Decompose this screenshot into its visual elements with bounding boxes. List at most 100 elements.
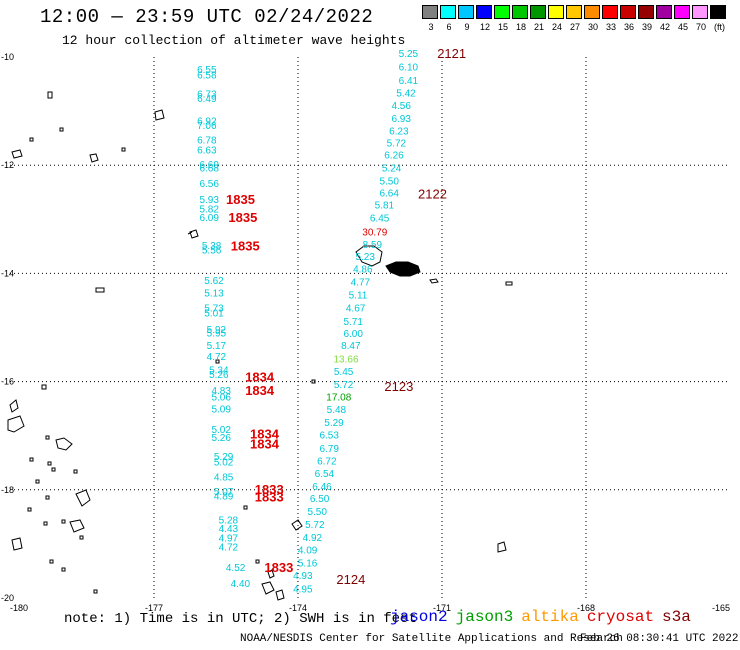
island-small-outline (47, 91, 53, 99)
island-savaii-outline (355, 245, 383, 267)
wave-height-label: 6.63 (197, 145, 217, 156)
island-lau5-outline (69, 519, 85, 533)
island-small2-outline (154, 109, 165, 121)
wave-height-label: 5.29 (214, 452, 234, 463)
wave-height-label: 4.56 (391, 101, 411, 112)
wave-height-label: 6.49 (197, 94, 217, 105)
islet-outline (51, 467, 56, 472)
wave-height-label: 5.09 (211, 404, 231, 415)
legend-swatch (422, 5, 438, 19)
island-lau1-outline (9, 399, 19, 413)
pass-time-label: 2124 (336, 572, 365, 587)
wave-height-label: 4.43 (219, 524, 239, 535)
wave-height-label: 4.72 (207, 352, 227, 363)
wave-height-label: 5.26 (211, 433, 231, 444)
wave-height-label: 5.71 (343, 317, 363, 328)
islet-outline (61, 567, 66, 572)
lat-tick-label: -20 (1, 593, 14, 603)
wave-height-label: 4.09 (298, 546, 318, 557)
wave-height-label: 5.62 (204, 276, 224, 287)
islet-outline (61, 519, 66, 524)
islet-outline (27, 507, 32, 512)
islet-outline (255, 559, 260, 564)
lon-tick-label: -168 (577, 603, 595, 613)
wave-height-label: 5.50 (307, 507, 327, 518)
legend-swatch (710, 5, 726, 19)
wave-height-label: 5.02 (214, 457, 234, 468)
wave-height-label: 6.56 (199, 179, 219, 190)
pass-time-label: 1833 (255, 482, 284, 497)
wave-height-label: 4.95 (293, 585, 313, 596)
wave-height-label: 5.48 (327, 405, 347, 416)
pass-time-label: 2122 (418, 187, 447, 202)
islet-outline (49, 559, 54, 564)
island-futuna-outline (189, 229, 199, 239)
wave-height-label: 6.73 (197, 90, 217, 101)
wave-height-label: 6.92 (197, 117, 217, 128)
island-small3-outline (29, 137, 34, 142)
wave-height-label: 4.83 (211, 386, 231, 397)
satellite-cryosat: cryosat (586, 608, 655, 626)
island-taveuni-outline (89, 153, 99, 163)
legend-label: 6 (446, 22, 452, 32)
island-haapai3-outline (267, 569, 275, 579)
legend-swatch (674, 5, 690, 19)
wave-height-label: 5.07 (214, 487, 234, 498)
wave-height-label: 4.92 (303, 533, 323, 544)
wave-height-label: 5.72 (387, 138, 407, 149)
map-subtitle: 12 hour collection of altimeter wave hei… (62, 33, 406, 48)
wave-height-label: 4.72 (219, 542, 239, 553)
wave-height-label: 5.81 (375, 200, 395, 211)
pass-time-labels: 1835183518351834183418341834183318331833… (226, 46, 466, 587)
legend-swatch (440, 5, 456, 19)
wave-height-label: 5.93 (199, 195, 219, 206)
wave-height-label: 5.01 (204, 309, 224, 320)
islet-outline (311, 379, 316, 384)
wave-height-label: 4.85 (214, 473, 234, 484)
generated-timestamp: Feb 26 08:30:41 UTC 2022 (580, 633, 739, 645)
satellite-altika: altika (521, 608, 579, 626)
wave-height-label: 30.79 (362, 228, 387, 239)
wave-height-label: 4.97 (219, 534, 239, 545)
pass-time-label: 1834 (245, 370, 275, 385)
wave-height-label: 5.73 (204, 303, 224, 314)
island-lau6-outline (11, 537, 23, 551)
legend-swatch (530, 5, 546, 19)
lat-tick-label: -14 (1, 268, 14, 278)
lon-tick-label: -171 (433, 603, 451, 613)
legend-swatch (692, 5, 708, 19)
wave-height-label: 4.67 (346, 303, 366, 314)
legend-label: 33 (605, 22, 616, 32)
pass-time-label: 1834 (245, 383, 275, 398)
pass-time-label: 1834 (250, 437, 280, 452)
wave-height-label: 5.23 (355, 252, 375, 263)
wave-height-label: 4.89 (214, 492, 234, 503)
legend-swatch (512, 5, 528, 19)
wave-height-label: 6.69 (199, 160, 219, 171)
island-swains-outline (505, 281, 513, 286)
legend-swatch (494, 5, 510, 19)
legend-swatch (602, 5, 618, 19)
wave-height-label: 6.93 (391, 114, 411, 125)
pass-time-label: 1833 (255, 490, 284, 505)
legend-swatch (548, 5, 564, 19)
wave-height-label: 5.29 (324, 418, 344, 429)
wave-height-label: 6.58 (197, 71, 217, 82)
pass-time-label: 2121 (437, 46, 466, 61)
lat-tick-label: -16 (1, 377, 14, 387)
legend-swatch (656, 5, 672, 19)
wave-height-label: 4.52 (226, 563, 246, 574)
islet-outline (243, 505, 248, 510)
island-niuafoou-outline (95, 287, 105, 293)
wave-height-label: 5.02 (211, 425, 231, 436)
satellite-jason3: jason3 (455, 608, 514, 626)
wave-height-label: 5.72 (334, 380, 354, 391)
credit-text: NOAA/NESDIS Center for Satellite Applica… (240, 633, 623, 645)
islet-outline (121, 147, 126, 152)
wave-height-label: 5.34 (209, 365, 229, 376)
pass-time-label: 1835 (228, 210, 257, 225)
wave-height-label: 6.41 (399, 76, 419, 87)
lat-tick-label: -12 (1, 160, 14, 170)
lat-tick-label: -18 (1, 485, 14, 495)
legend-label: 18 (515, 22, 526, 32)
